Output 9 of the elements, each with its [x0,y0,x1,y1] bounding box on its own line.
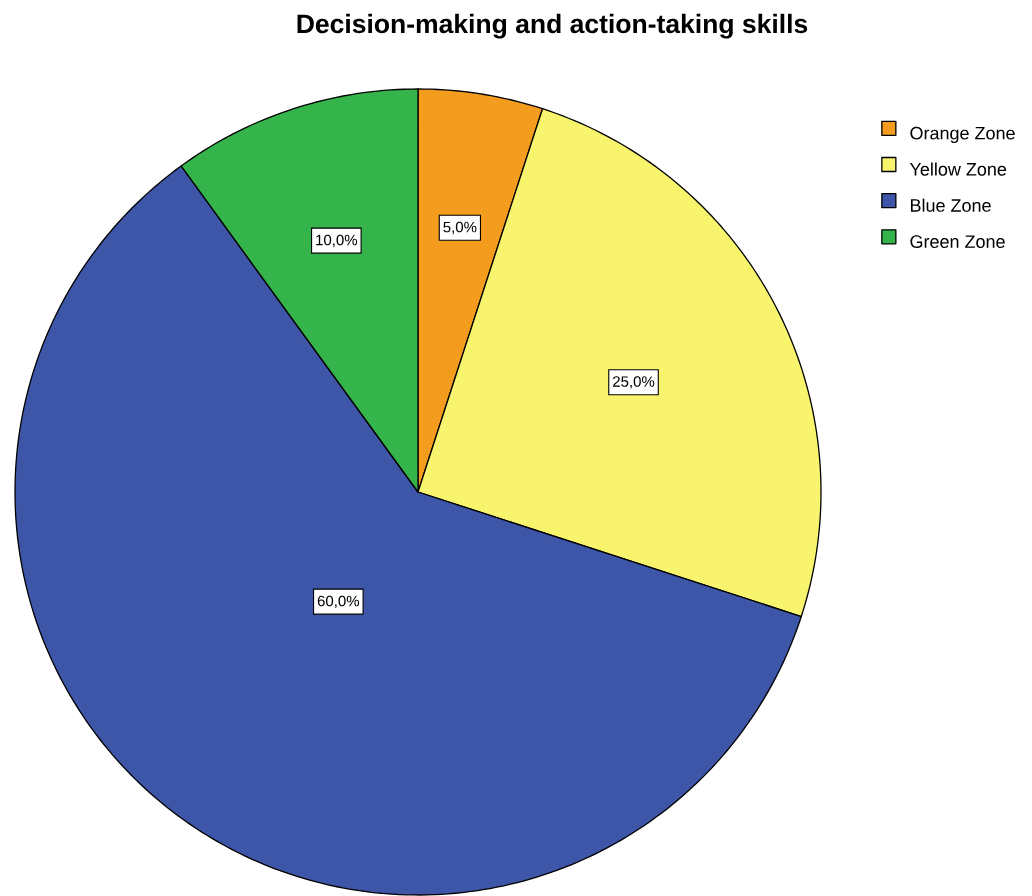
chart-title: Decision-making and action-taking skills [297,13,808,39]
data-label: 25,0% [613,376,655,389]
legend-label: Blue Zone [910,198,991,212]
data-label: 5,0% [443,221,477,235]
data-label: 10,0% [316,234,358,248]
data-label: 60,0% [317,595,360,609]
legend-label: Yellow Zone [909,162,1007,176]
legend-label: Green Zone [910,235,1005,248]
legend-label: Orange Zone [910,126,1015,144]
